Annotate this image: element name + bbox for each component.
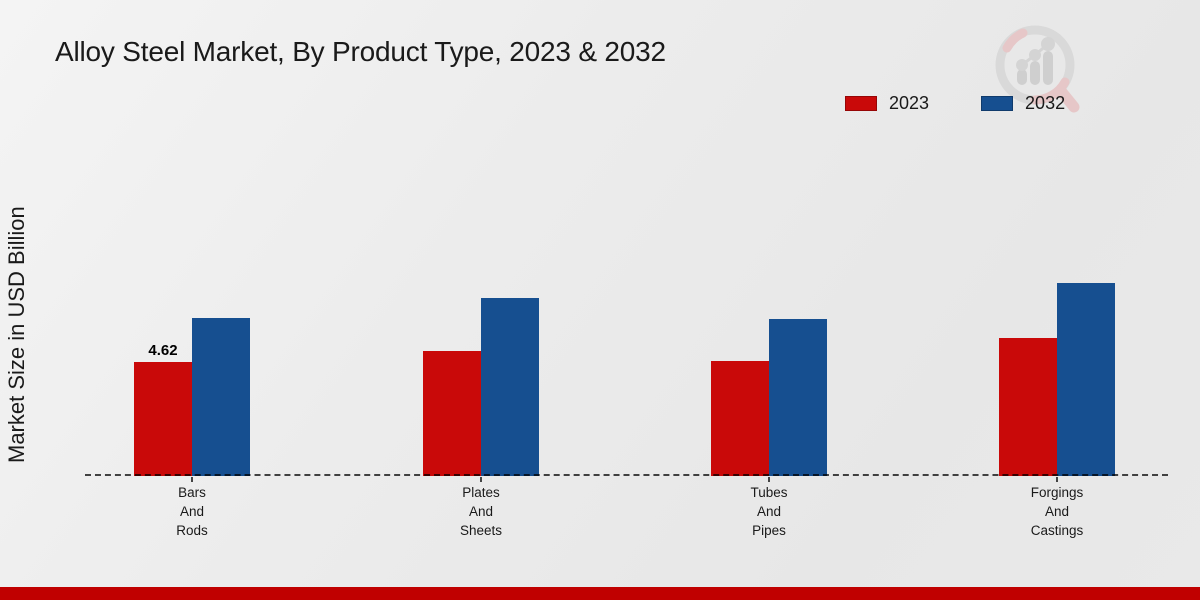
bar-2023-category-3 (999, 338, 1057, 476)
x-axis-tick (1056, 477, 1058, 482)
category-label-3: Forgings And Castings (1030, 485, 1084, 538)
market-research-magnifier-logo (995, 25, 1080, 113)
bar-2032-category-2 (769, 319, 827, 476)
bar-2032-category-0 (192, 318, 250, 476)
x-axis-tick (480, 477, 482, 482)
footer-red-band (0, 587, 1200, 600)
legend-item-2032: 2032 (981, 93, 1065, 114)
legend-item-2023: 2023 (845, 93, 929, 114)
x-axis-tick (768, 477, 770, 482)
bar-value-label: 4.62 (148, 342, 178, 359)
category-label-0: Bars And Rods (176, 485, 208, 538)
chart-title: Alloy Steel Market, By Product Type, 202… (55, 36, 666, 67)
category-label-1: Plates And Sheets (459, 485, 503, 538)
legend-label-2023: 2023 (889, 93, 930, 113)
legend-label-2032: 2032 (1025, 93, 1066, 113)
legend-swatch-2032 (981, 96, 1014, 111)
legend: 2023 2032 (845, 93, 1065, 114)
bar-2032-category-3 (1057, 283, 1115, 476)
x-axis-baseline (85, 474, 1168, 476)
x-axis-tick (191, 477, 193, 482)
legend-swatch-2023 (845, 96, 877, 111)
category-label-2: Tubes And Pipes (750, 485, 788, 538)
bar-2023-category-2 (711, 361, 769, 476)
bar-2023-category-0 (134, 362, 192, 476)
bar-2023-category-1 (423, 351, 481, 476)
bar-2032-category-1 (481, 298, 539, 476)
